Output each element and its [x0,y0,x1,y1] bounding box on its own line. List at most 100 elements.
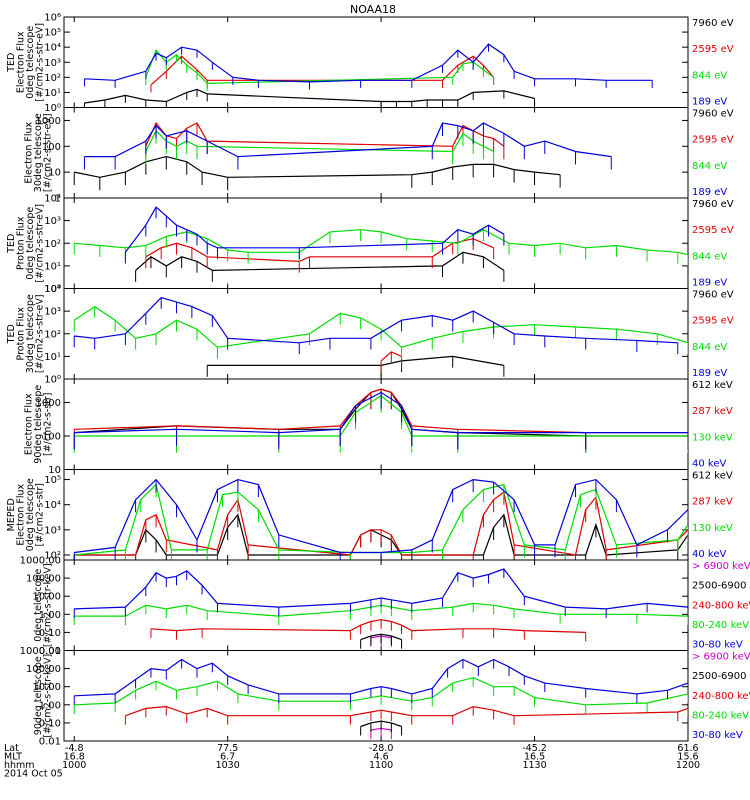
y-tick-label: 10² [44,239,61,250]
legend-entry: 189 eV [692,97,727,108]
legend-entry: 2500-6900 [692,671,747,682]
y-axis-label: TED [6,234,17,254]
series-group [73,121,612,191]
y-axis-label: 90deg telescope [33,385,44,464]
panel-frame [63,650,689,742]
legend-entry: 844 eV [692,161,727,172]
legend-entry: 40 keV [692,459,726,470]
series-group [73,478,688,560]
legend-entry: > 6900 keV [692,561,750,572]
series-line [74,513,688,556]
y-tick-label: 10 [48,465,61,476]
legend-entry: 287 keV [692,497,733,508]
x-tick-hhmm: 1130 [522,760,546,771]
y-tick-label: 10² [44,73,61,84]
legend-entry: 2500-6900 [692,581,747,592]
y-axis-label: 0deg telescope [25,207,36,280]
y-tick-label: 100 [42,142,61,153]
series-line [207,355,505,366]
y-tick-label: 1000.00 [20,646,61,657]
y-tick-label: 10 [48,168,61,179]
x-tick-mlt: 16.8 [64,752,85,763]
y-axis-label: Electron Flux [16,31,27,93]
y-tick-label: 1.00 [39,610,61,621]
series-line [125,705,688,717]
series-line [74,296,678,344]
legend-entry: 2595 eV [692,135,734,146]
y-tick-label: 100.00 [26,574,61,585]
legend-entry: 7960 eV [692,199,734,210]
y-axis-label: [#/cm2-s-str] [35,483,46,546]
y-tick-label: 10³ [44,525,61,536]
y-axis-label: [#/cm2-s-str-keV] [43,563,54,647]
legend-entry: 189 eV [692,368,727,379]
legend-entry: 844 eV [692,251,727,262]
y-axis-label: 30deg telescope [25,294,36,373]
y-tick-label: 10³ [44,216,61,227]
legend-entry: 7960 eV [692,18,734,29]
panel-frame [63,197,689,289]
series-line [145,49,494,85]
panel-frame [63,469,689,561]
y-axis-label: 90deg telescope [33,656,44,735]
y-axis-label: Proton Flux [16,216,27,270]
y-tick-label: 10³ [44,58,61,69]
y-axis-label: [#/cm2-s-str-eV] [43,113,54,192]
x-tick-hhmm: 1100 [369,760,393,771]
legend-entry: 80-240 keV [692,710,749,721]
x-tick-mlt: 15.6 [677,752,698,763]
x-tick-mlt: 16.5 [524,752,545,763]
y-tick-label: 10¹ [44,261,61,272]
y-tick-label: 10.00 [32,682,61,693]
x-tick-mlt: 6.7 [220,752,235,763]
y-axis-label: 0deg telescope [25,478,36,551]
y-tick-label: 0.10 [39,718,61,729]
legend-entry: 7960 eV [692,290,734,301]
x-tick-lat: 61.6 [677,743,698,754]
series-line [74,478,688,554]
x-row-label: 2014 Oct 05 [4,769,63,780]
y-tick-label: 10.00 [32,592,61,603]
y-axis-label: Electron Flux [16,484,27,546]
x-tick-lat: -4.8 [65,743,84,754]
legend-entry: 612 keV [692,380,733,391]
series-line [145,121,505,147]
series-line [360,633,402,641]
x-tick-lat: -45.2 [522,743,547,754]
series-line [74,491,688,556]
series-line [73,305,688,348]
legend-entry: 130 keV [692,432,733,443]
panel-frame [63,16,689,108]
y-axis-label: [#/cm2-s-str-eV] [35,23,46,102]
y-axis-label: TED [6,53,17,73]
legend-entry: 7960 eV [692,109,734,120]
chart-title: NOAA18 [350,3,396,16]
x-tick-hhmm: 1030 [216,760,240,771]
y-axis-label: [#/cm2-s-str-eV] [35,204,46,283]
y-tick-label: 1 [55,194,61,205]
series-line [135,251,505,272]
y-tick-label: 10¹ [44,352,61,363]
series-line [74,155,561,178]
legend-entry: 2595 eV [692,225,734,236]
series-line [84,122,612,158]
y-axis-label: [#/cm2-s-str-eV] [35,294,46,373]
y-tick-label: 10⁰ [44,103,61,114]
legend-entry: 240-800 keV [692,600,750,611]
legend-entry: 2595 eV [692,44,734,55]
y-tick-label: 1000 [36,116,61,127]
x-tick-hhmm: 1000 [62,760,86,771]
legend-entry: 30-80 keV [692,730,743,741]
series-group [73,388,688,453]
y-axis-label: TED [6,324,17,344]
panel-frame [63,107,689,199]
y-tick-label: 1000 [36,398,61,409]
y-tick-label: 10⁵ [44,28,61,39]
